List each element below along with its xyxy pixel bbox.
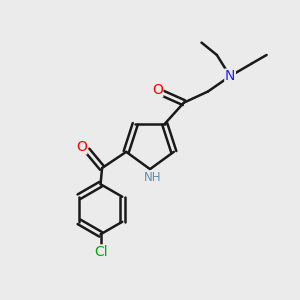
Text: Cl: Cl [94, 245, 107, 259]
Text: O: O [76, 140, 87, 154]
Text: NH: NH [144, 171, 161, 184]
Text: N: N [225, 69, 235, 83]
Text: O: O [152, 83, 163, 97]
